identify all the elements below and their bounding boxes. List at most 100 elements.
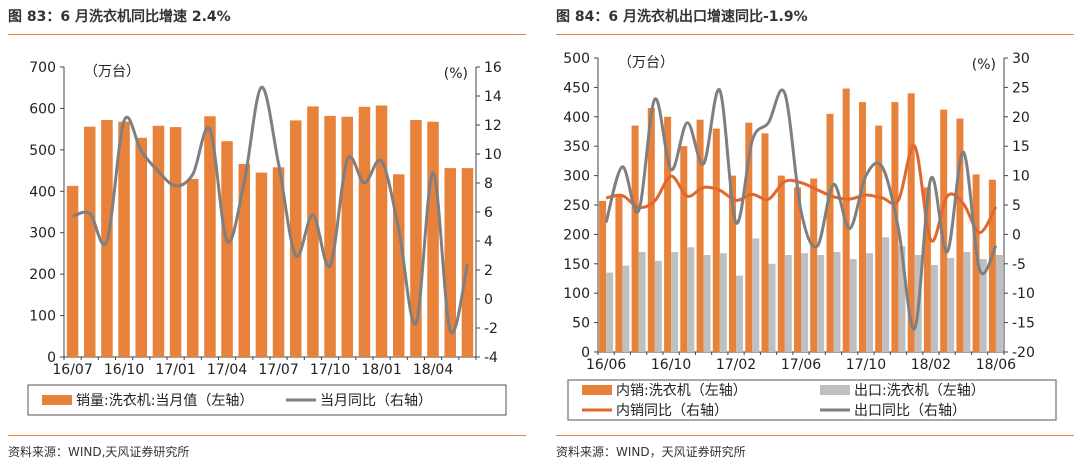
bar — [810, 178, 818, 352]
bar — [671, 252, 679, 352]
chart-svg: 050100150200250300350400450500-20-15-10-… — [563, 51, 1057, 421]
left-axis-tick-label: 100 — [29, 309, 56, 325]
bar — [882, 237, 890, 352]
x-axis-tick-label: 16/10 — [104, 362, 144, 378]
bar — [307, 106, 319, 358]
bar — [375, 105, 388, 357]
bar — [979, 259, 987, 352]
bar — [631, 125, 639, 352]
bar — [654, 260, 662, 352]
chart-svg: 0 100 200 300 400 500 600 700 -4 -2 0 2 4 6 8 10 12 14 16 （… — [27, 60, 507, 416]
left-axis-tick-label: 450 — [563, 80, 590, 96]
x-axis-tick-label: 16/07 — [52, 362, 92, 378]
x-axis-tick-label: 17/02 — [716, 357, 756, 373]
x-axis-tick-label: 18/06 — [976, 357, 1016, 373]
bar — [599, 200, 607, 352]
left-axis-tick-label: 500 — [563, 51, 590, 67]
x-axis-tick-label: 16/10 — [651, 357, 691, 373]
bar — [923, 187, 931, 352]
left-axis-tick-label: 50 — [572, 316, 590, 332]
bar — [891, 102, 899, 352]
x-axis-tick-label: 17/07 — [258, 362, 298, 378]
x-axis-tick-label: 16/06 — [586, 357, 626, 373]
bar — [907, 93, 915, 353]
bar — [956, 118, 964, 352]
bar — [358, 106, 371, 357]
bar — [204, 116, 216, 357]
bar — [393, 174, 405, 357]
x-axis-tick-label: 18/02 — [911, 357, 951, 373]
right-axis-tick-label: 4 — [484, 234, 493, 250]
bar — [736, 275, 743, 352]
bar — [729, 175, 736, 352]
chart-panel-washing-machine-export: 图 84：6 月洗衣机出口增速同比-1.9% 0 50 100 150 200 250 30… — [556, 0, 1076, 467]
bar — [947, 257, 955, 352]
legend-swatch — [42, 395, 72, 405]
bar — [152, 125, 165, 357]
bar — [849, 259, 857, 352]
x-axis-tick-label: 17/10 — [846, 357, 886, 373]
source-note: 资料来源：WIND,天风证券研究所 — [8, 445, 190, 459]
bar — [84, 126, 96, 357]
bar — [768, 263, 776, 352]
right-axis-tick-label: 5 — [1012, 198, 1021, 214]
series-line — [604, 88, 998, 331]
bar — [794, 187, 801, 352]
right-axis-unit: (%) — [972, 57, 996, 73]
bar — [972, 174, 980, 352]
left-axis-tick-label: 300 — [29, 226, 56, 242]
bar — [833, 252, 841, 352]
bar — [238, 163, 250, 357]
bar — [963, 252, 971, 352]
bar — [875, 125, 883, 352]
bar — [427, 121, 439, 357]
bar — [324, 115, 336, 358]
left-axis-tick-label: 700 — [29, 60, 56, 76]
bar — [817, 255, 825, 352]
bar — [988, 179, 996, 352]
series-line — [72, 85, 469, 335]
right-axis-tick-label: -10 — [1012, 286, 1035, 302]
bar — [930, 265, 938, 352]
bar — [687, 247, 695, 352]
left-axis-tick-label: 400 — [29, 184, 56, 200]
left-axis-tick-label: 400 — [563, 110, 590, 126]
title-divider — [556, 34, 1074, 35]
bar — [712, 128, 720, 352]
bar — [272, 167, 285, 357]
bar — [761, 133, 769, 352]
bar — [866, 253, 873, 352]
bar — [995, 255, 1003, 352]
right-axis-tick-label: 10 — [1012, 169, 1030, 185]
bar — [444, 168, 456, 357]
left-axis-tick-label: 200 — [29, 267, 56, 283]
bar — [801, 253, 808, 352]
right-axis-tick-label: 16 — [484, 60, 502, 76]
legend-label: 内销同比（右轴） — [616, 403, 728, 419]
bar — [606, 272, 614, 352]
source-divider — [8, 435, 526, 436]
x-axis-tick-label: 17/01 — [155, 362, 195, 378]
left-axis-tick-label: 350 — [563, 139, 590, 155]
legend-box — [567, 379, 1057, 421]
left-axis-tick-label: 0 — [47, 350, 56, 366]
right-axis-tick-label: 8 — [484, 176, 493, 192]
left-axis-tick-label: 150 — [563, 257, 590, 273]
left-axis-tick-label: 250 — [563, 198, 590, 214]
chart-title: 图 84：6 月洗衣机出口增速同比-1.9% — [556, 9, 808, 25]
right-axis-tick-label: -15 — [1012, 316, 1035, 332]
right-axis-tick-label: 30 — [1012, 51, 1030, 67]
right-axis-tick-label: -5 — [1012, 257, 1026, 273]
chart-title: 图 83：6 月洗衣机同比增速 2.4% — [8, 9, 231, 25]
bar — [664, 116, 672, 352]
x-axis-tick-label: 17/04 — [207, 362, 247, 378]
x-axis-tick-label: 17/06 — [781, 357, 821, 373]
x-axis-tick-label: 18/04 — [413, 362, 453, 378]
bar — [461, 168, 474, 357]
bar — [940, 109, 948, 352]
bar — [66, 185, 79, 357]
bar — [859, 102, 866, 352]
x-axis-tick-label: 17/10 — [310, 362, 350, 378]
bar — [255, 172, 268, 357]
right-axis-tick-label: -2 — [484, 321, 498, 337]
